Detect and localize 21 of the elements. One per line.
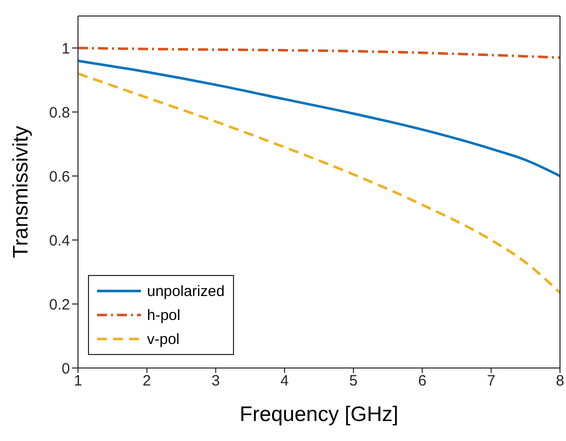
y-tick-label: 0.2 xyxy=(49,296,70,314)
line-series xyxy=(78,60,560,178)
legend-label: unpolarized xyxy=(147,282,225,300)
x-tick-label: 2 xyxy=(142,372,152,390)
x-tick-label: 8 xyxy=(556,372,564,390)
x-axis-title: Frequency [GHz] xyxy=(240,403,398,426)
legend-label: v-pol xyxy=(147,330,180,348)
x-tick-label: 7 xyxy=(486,372,496,390)
y-axis-title: Transmissivity xyxy=(9,125,32,258)
x-tick-label: 5 xyxy=(349,372,358,390)
y-tick-label: 1 xyxy=(62,40,70,58)
x-tick-label: 3 xyxy=(212,372,220,390)
y-tick-label: 0 xyxy=(62,360,70,378)
line-series xyxy=(78,46,560,59)
x-tick-label: 6 xyxy=(418,372,426,390)
x-tick-label: 4 xyxy=(280,372,289,390)
y-tick-label: 0.8 xyxy=(49,104,70,122)
legend-label: h-pol xyxy=(147,306,180,324)
y-tick-label: 0.4 xyxy=(49,232,70,250)
x-tick-label: 1 xyxy=(74,372,82,390)
y-tick-label: 0.6 xyxy=(49,168,70,186)
